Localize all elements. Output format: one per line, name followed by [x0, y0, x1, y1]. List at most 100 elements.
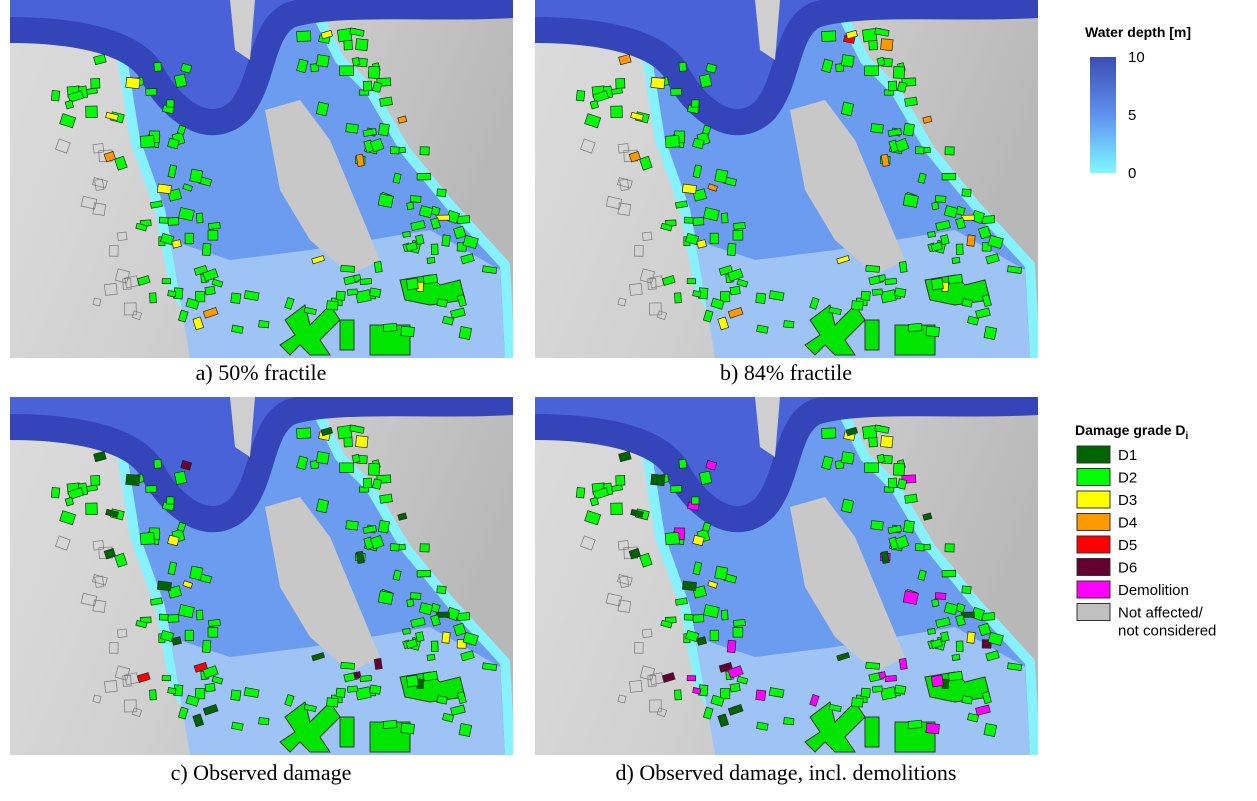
building: [861, 291, 870, 300]
building: [316, 452, 329, 464]
building: [208, 222, 220, 229]
building: [86, 106, 98, 118]
map-panel: [10, 397, 513, 755]
building: [126, 77, 140, 89]
legend-swatch: [1077, 514, 1110, 531]
building: [880, 39, 893, 51]
building: [196, 610, 203, 620]
panel-caption: a) 50% fractile: [196, 360, 327, 385]
building: [51, 90, 60, 101]
building: [360, 675, 372, 681]
building: [940, 632, 949, 642]
building: [693, 290, 701, 297]
building: [693, 687, 701, 694]
figure: Water depth [m]1050Damage grade DiD1D2D3…: [0, 0, 1257, 801]
building: [962, 299, 973, 307]
building: [897, 82, 906, 92]
building: [935, 196, 946, 203]
building: [140, 135, 154, 147]
building: [355, 436, 368, 448]
building: [168, 687, 176, 694]
building: [903, 591, 918, 605]
building: [822, 428, 836, 439]
building: [344, 40, 353, 50]
building: [872, 289, 882, 295]
building: [733, 627, 743, 637]
building: [423, 671, 438, 681]
building: [352, 454, 360, 463]
building: [903, 194, 918, 208]
building: [403, 628, 411, 634]
map-panel: [535, 0, 1038, 358]
building: [372, 82, 381, 92]
building: [390, 147, 399, 154]
building: [410, 593, 421, 600]
building: [945, 147, 954, 155]
building: [682, 184, 696, 194]
building: [756, 293, 766, 304]
legend-title: Damage grade Di: [1075, 422, 1188, 442]
building: [457, 216, 470, 224]
legend-label: not considered: [1118, 623, 1216, 640]
building: [390, 544, 399, 551]
building: [190, 566, 203, 580]
building: [687, 676, 696, 681]
building: [699, 471, 711, 484]
building: [437, 696, 448, 704]
building: [756, 690, 766, 701]
building: [721, 213, 728, 223]
building: [841, 499, 853, 513]
building: [928, 231, 936, 237]
building: [356, 154, 364, 166]
building: [982, 613, 995, 621]
building: [956, 641, 963, 652]
building: [710, 233, 718, 244]
legend-title-main: Damage grade D: [1075, 422, 1185, 438]
building: [590, 497, 598, 506]
legend-label: D2: [1118, 470, 1137, 487]
building: [720, 689, 729, 699]
colorbar: [1090, 57, 1116, 173]
building: [401, 723, 415, 734]
building: [431, 244, 438, 255]
building: [962, 189, 971, 197]
building: [162, 279, 171, 284]
building: [865, 66, 879, 76]
building: [383, 323, 397, 331]
building: [336, 291, 345, 300]
building: [935, 593, 946, 600]
building: [406, 278, 418, 290]
building: [417, 173, 431, 180]
building: [341, 265, 355, 272]
building: [91, 78, 100, 88]
building: [616, 78, 625, 88]
building: [940, 235, 949, 245]
building: [730, 683, 740, 692]
building: [195, 292, 204, 302]
legend-label: Demolition: [1118, 582, 1189, 599]
building: [877, 57, 885, 66]
building: [984, 326, 997, 339]
building: [881, 551, 889, 563]
building: [931, 278, 943, 290]
building: [851, 301, 863, 311]
building: [347, 686, 357, 692]
building: [174, 74, 186, 87]
building: [915, 544, 924, 551]
building: [720, 292, 729, 302]
building: [202, 243, 211, 255]
building: [360, 278, 372, 284]
building: [665, 135, 679, 147]
building: [126, 474, 140, 486]
building: [355, 39, 368, 51]
building: [352, 57, 360, 66]
building: [895, 685, 906, 694]
building: [784, 718, 794, 725]
building: [982, 216, 995, 224]
building: [157, 581, 171, 591]
building: [406, 675, 418, 687]
building: [945, 544, 954, 552]
building: [727, 640, 736, 652]
building: [459, 326, 472, 339]
legend-label: D1: [1118, 447, 1137, 464]
